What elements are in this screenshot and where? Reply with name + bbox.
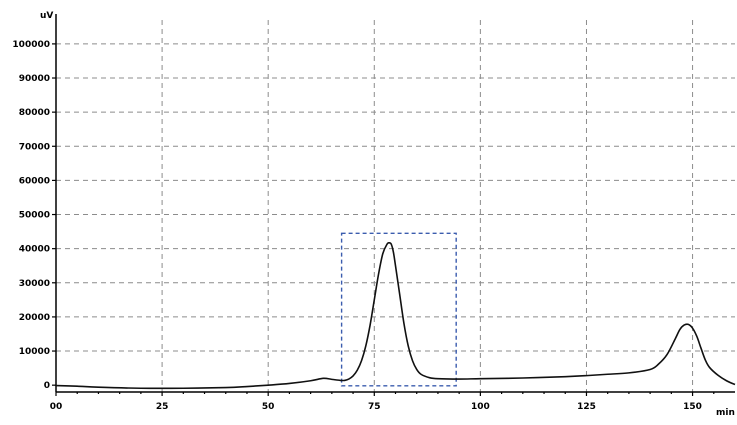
grid-layer [56,20,735,392]
y-tick-label: 50000 [19,211,50,221]
y-tick-label: 70000 [19,142,50,152]
y-unit-label: uV [40,11,53,21]
chromatogram-trace [55,242,736,390]
x-tick-label: 00 [50,402,63,412]
y-tick-label: 100000 [12,40,50,50]
x-tick-label: 100 [471,402,490,412]
series-layer [55,242,736,390]
y-tick-label: 10000 [19,347,50,357]
y-tick-label: 60000 [19,176,50,186]
annotation-layer [340,232,457,387]
x-tick-label: 50 [262,402,275,412]
peak-region-box [340,232,457,387]
x-tick-label: 75 [368,402,381,412]
x-tick-label: 150 [683,402,702,412]
y-tick-label: 40000 [19,245,50,255]
x-tick-label: 125 [577,402,596,412]
y-tick-label: 80000 [19,108,50,118]
y-tick-label: 0 [44,381,50,391]
y-tick-label: 20000 [19,313,50,323]
y-tick-label: 90000 [19,74,50,84]
x-unit-label: min [716,408,735,418]
axis-layer [55,14,735,393]
x-tick-label: 25 [156,402,169,412]
y-tick-label: 30000 [19,279,50,289]
tick-layer: 0100002000030000400005000060000700008000… [12,40,715,412]
